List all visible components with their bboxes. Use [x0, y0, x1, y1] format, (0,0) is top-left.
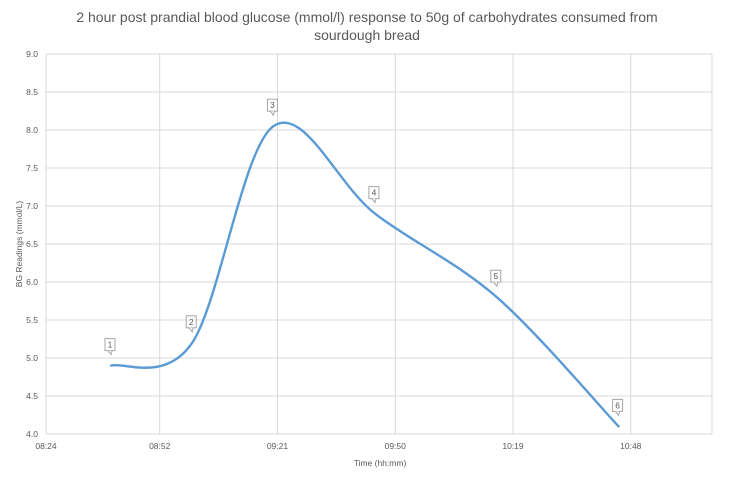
data-label-4: 4: [368, 186, 380, 204]
chart-title-line-1: 2 hour post prandial blood glucose (mmol…: [76, 9, 657, 25]
x-axis-ticks: 08:24 08:52 09:21 09:50 10:19 10:48: [35, 441, 641, 451]
y-tick-label: 5.0: [26, 353, 38, 363]
grid-lines: [45, 53, 713, 435]
data-label-3: 3: [266, 98, 278, 117]
data-label-6: 6: [612, 398, 624, 417]
data-label-pointer: [493, 281, 499, 288]
data-label-pointer: [270, 110, 275, 117]
data-label-pointer: [615, 411, 621, 417]
x-tick-label: 10:48: [620, 441, 642, 451]
x-tick-label: 09:21: [267, 441, 289, 451]
data-label-2: 2: [185, 315, 197, 333]
y-tick-label: 7.0: [26, 201, 38, 211]
y-tick-label: 5.5: [26, 315, 38, 325]
x-tick-label: 08:52: [149, 441, 171, 451]
data-label-text: 3: [270, 100, 275, 110]
data-labels: 1 2 3 4 5 6: [104, 98, 624, 417]
data-label-pointer: [107, 350, 113, 356]
data-label-pointer: [371, 198, 377, 204]
y-tick-label: 4.5: [26, 391, 38, 401]
x-tick-label: 10:19: [502, 441, 524, 451]
data-label-text: 6: [615, 400, 620, 410]
y-tick-label: 8.5: [26, 87, 38, 97]
data-label-text: 4: [372, 188, 377, 198]
data-label-pointer: [188, 327, 194, 333]
y-tick-label: 7.5: [26, 163, 38, 173]
series-layer: [109, 121, 620, 428]
x-axis-label: Time (hh:mm): [354, 458, 407, 468]
data-label-text: 2: [189, 317, 194, 327]
y-tick-label: 8.0: [26, 125, 38, 135]
data-label-text: 5: [493, 271, 498, 281]
y-axis-ticks: 4.0 4.5 5.0 5.5 6.0 6.5 7.0 7.5 8.0 8.5 9.0: [26, 49, 38, 439]
data-label-1: 1: [104, 338, 116, 356]
y-axis-label: BG Readings (mmol/L): [14, 201, 24, 288]
y-tick-label: 4.0: [26, 429, 38, 439]
chart-title-line-2: sourdough bread: [314, 27, 420, 43]
x-tick-label: 08:24: [35, 441, 57, 451]
series-line-0: [109, 121, 620, 428]
y-tick-label: 6.0: [26, 277, 38, 287]
x-tick-label: 09:50: [385, 441, 407, 451]
y-tick-label: 9.0: [26, 49, 38, 59]
y-tick-label: 6.5: [26, 239, 38, 249]
data-label-text: 1: [108, 340, 113, 350]
data-label-5: 5: [490, 269, 502, 288]
